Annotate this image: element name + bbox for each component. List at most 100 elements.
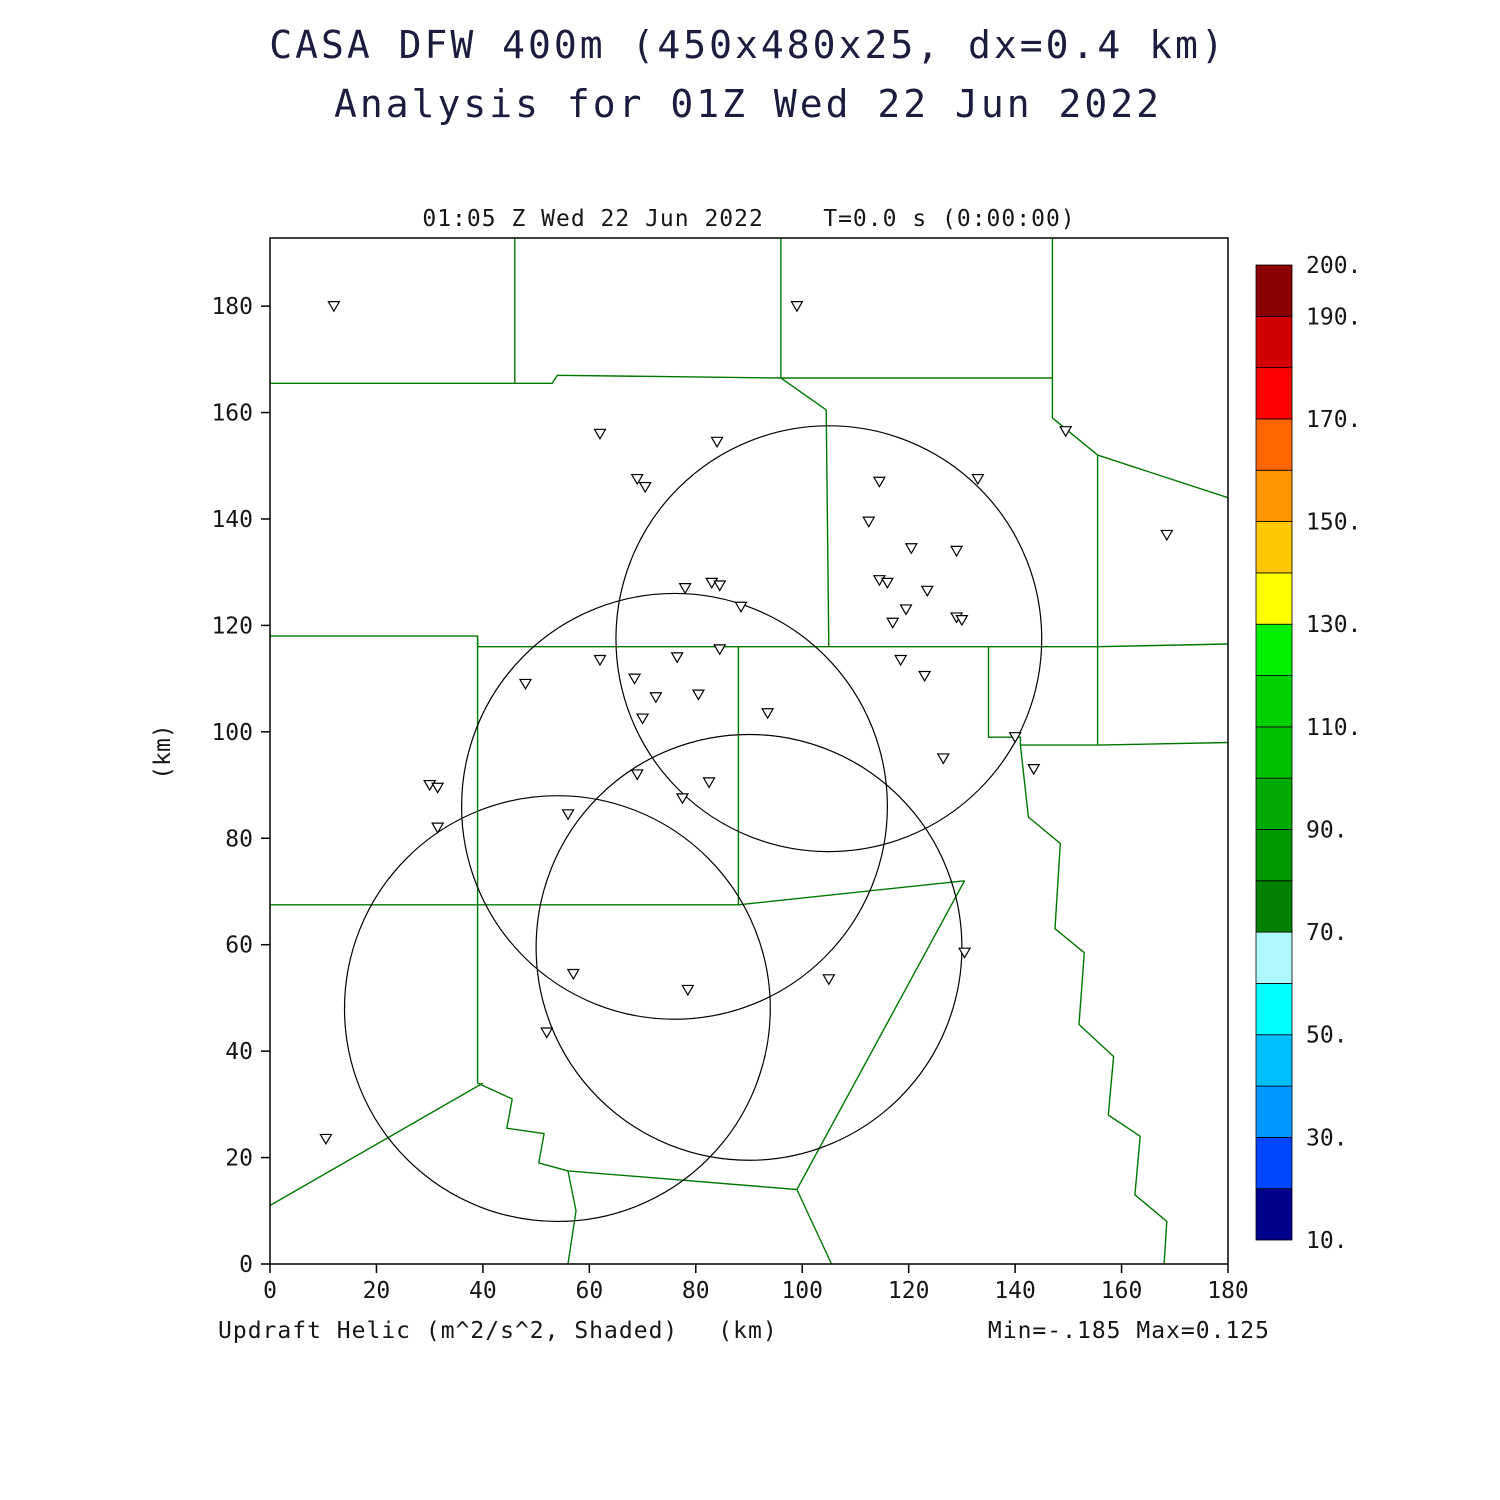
county-line <box>1019 745 1168 1265</box>
site-marker <box>862 516 876 528</box>
colorbar-cell <box>1255 983 1293 1036</box>
site-marker <box>691 689 705 701</box>
county-line <box>1097 741 1229 746</box>
site-marker <box>319 1133 333 1146</box>
colorbar-label: 110. <box>1306 715 1361 741</box>
colorbar-cell <box>1255 469 1293 522</box>
county-line <box>796 880 966 1265</box>
site-marker <box>1059 426 1073 438</box>
site-marker <box>872 476 886 488</box>
colorbar-cell <box>1255 623 1293 676</box>
footer-minmax-label: Min=-.185 Max=0.125 <box>988 1318 1270 1344</box>
site-marker <box>886 617 900 629</box>
colorbar-cell <box>1255 315 1293 369</box>
radar-range-circle <box>615 425 1043 853</box>
colorbar-cell <box>1255 1136 1293 1190</box>
y-tick-label: 160 <box>211 401 253 427</box>
colorbar-cell <box>1255 1085 1293 1138</box>
site-marker <box>670 652 684 664</box>
colorbar-cell <box>1255 777 1293 830</box>
site-marker <box>638 481 652 494</box>
site-marker <box>327 301 341 313</box>
y-tick-label: 120 <box>211 613 253 639</box>
site-marker <box>630 769 644 781</box>
colorbar-cell <box>1255 521 1293 574</box>
site-marker <box>636 713 650 725</box>
colorbar-cell <box>1255 931 1293 984</box>
county-line <box>987 646 1098 746</box>
colorbar-label: 10. <box>1306 1228 1348 1254</box>
colorbar-cell <box>1255 1188 1293 1241</box>
radar-range-circle <box>461 592 888 1020</box>
site-marker <box>880 577 894 590</box>
site-marker <box>649 692 663 704</box>
colorbar-cell <box>1255 1034 1293 1087</box>
site-marker <box>593 428 607 441</box>
y-tick-label: 80 <box>225 826 253 852</box>
site-marker <box>822 974 836 986</box>
colorbar-label: 90. <box>1306 817 1348 843</box>
site-marker <box>431 822 445 834</box>
site-marker <box>675 793 690 805</box>
site-marker <box>713 580 727 592</box>
site-marker <box>710 436 724 449</box>
colorbar-cell <box>1255 572 1293 625</box>
site-marker <box>918 670 932 683</box>
site-marker <box>630 473 644 486</box>
x-tick-label: 160 <box>1101 1278 1143 1304</box>
colorbar-label: 30. <box>1306 1125 1348 1151</box>
plot-frame <box>269 237 1229 1265</box>
x-axis-label: (km) <box>718 1318 777 1344</box>
colorbar-cell <box>1255 726 1293 779</box>
y-tick-label: 140 <box>211 507 253 533</box>
county-line <box>1051 238 1099 746</box>
county-line <box>269 1082 484 1207</box>
x-tick-label: 120 <box>888 1278 930 1304</box>
site-marker <box>790 301 804 313</box>
x-tick-label: 40 <box>469 1278 497 1304</box>
colorbar-label: 130. <box>1306 612 1361 638</box>
colorbar: 200. 190. 170. 150. 130. 110. 90. 70. 50. 30. 10. <box>1255 253 1361 1254</box>
plot-time-header: 01:05 Z Wed 22 Jun 2022 T=0.0 s (0:00:00… <box>422 206 1075 232</box>
county-line <box>738 880 965 906</box>
county-line <box>1097 643 1229 648</box>
axes: 0 20 40 60 80 100 120 140 160 180 0 20 40 60 80 100 120 1… <box>211 237 1249 1304</box>
main-title: CASA DFW 400m (450x480x25, dx=0.4 km) <box>269 23 1226 67</box>
colorbar-label: 170. <box>1306 407 1361 433</box>
colorbar-cell <box>1255 675 1293 728</box>
site-marker <box>958 947 972 959</box>
colorbar-label: 70. <box>1306 920 1348 946</box>
colorbar-cell <box>1255 829 1293 882</box>
y-tick-label: 0 <box>239 1252 253 1278</box>
site-marker <box>1160 529 1174 542</box>
site-marker <box>761 708 775 720</box>
y-tick-label: 100 <box>211 720 253 746</box>
colorbar-cell <box>1255 264 1293 317</box>
county-line <box>780 377 830 647</box>
county-line <box>477 1082 569 1172</box>
radar-range-circles <box>343 425 1043 1223</box>
site-marker <box>1027 763 1041 776</box>
y-tick-label: 40 <box>225 1039 253 1065</box>
colorbar-cell <box>1255 418 1293 471</box>
x-tick-label: 80 <box>682 1278 710 1304</box>
y-tick-label: 60 <box>225 933 253 959</box>
colorbar-cell <box>1255 367 1293 420</box>
colorbar-label: 190. <box>1306 304 1361 330</box>
site-marker <box>593 654 607 667</box>
county-line <box>270 374 781 384</box>
sub-title: Analysis for 01Z Wed 22 Jun 2022 <box>334 82 1162 126</box>
x-tick-label: 100 <box>781 1278 823 1304</box>
x-tick-label: 60 <box>575 1278 603 1304</box>
site-marker <box>734 601 748 613</box>
colorbar-label: 200. <box>1306 253 1361 279</box>
site-markers <box>319 301 1174 1146</box>
y-tick-label: 20 <box>225 1146 253 1172</box>
radar-range-circle <box>535 733 963 1161</box>
site-marker <box>628 673 642 685</box>
x-tick-label: 20 <box>363 1278 391 1304</box>
site-marker <box>1008 732 1022 744</box>
site-marker <box>431 782 445 794</box>
colorbar-cell <box>1255 880 1293 933</box>
